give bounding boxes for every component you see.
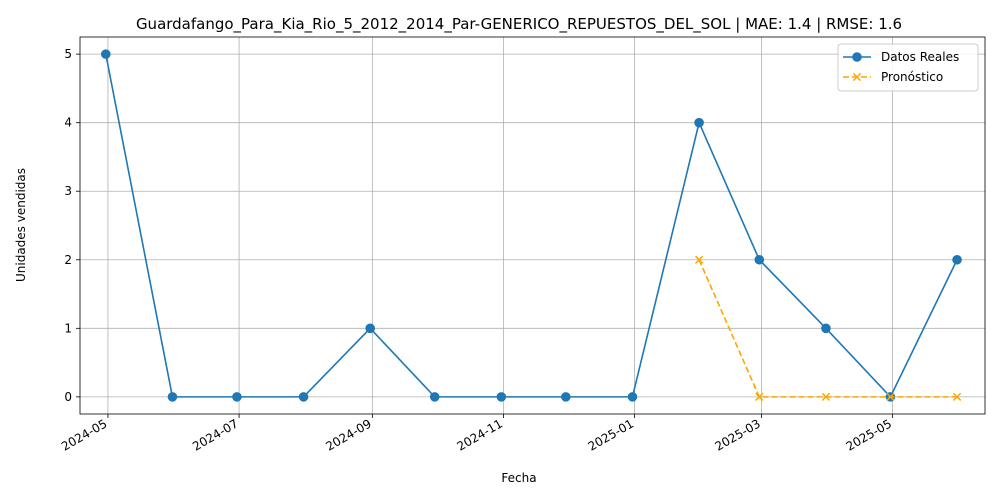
data-point bbox=[232, 392, 242, 402]
forecast-point bbox=[886, 392, 895, 401]
data-point bbox=[167, 392, 178, 402]
y-tick-label: 5 bbox=[64, 47, 72, 61]
chart-title: Guardafango_Para_Kia_Rio_5_2012_2014_Par… bbox=[136, 15, 902, 34]
forecast-point bbox=[952, 392, 962, 401]
legend-label: Pronóstico bbox=[881, 70, 943, 84]
y-axis-label: Unidades vendidas bbox=[14, 168, 28, 282]
series-datos-reales bbox=[100, 49, 962, 402]
legend-marker bbox=[852, 52, 862, 62]
data-point bbox=[496, 392, 507, 402]
forecast-point bbox=[821, 392, 831, 401]
legend-marker bbox=[852, 72, 862, 82]
data-point bbox=[754, 254, 765, 265]
forecast-point bbox=[694, 255, 704, 264]
x-axis-label: Fecha bbox=[501, 471, 536, 485]
data-point bbox=[429, 392, 440, 402]
data-point bbox=[365, 323, 376, 334]
y-tick-label: 4 bbox=[64, 116, 72, 130]
data-point bbox=[100, 49, 111, 59]
data-point bbox=[561, 392, 571, 402]
legend-item: Datos Reales bbox=[843, 50, 959, 64]
data-point bbox=[298, 392, 309, 402]
legend-item: Pronóstico bbox=[843, 70, 943, 84]
series-pronostico bbox=[694, 255, 962, 401]
legend: Datos Reales Pronóstico bbox=[837, 43, 979, 92]
data-point bbox=[627, 392, 638, 402]
forecast-point bbox=[755, 392, 764, 401]
y-tick-label: 1 bbox=[64, 321, 72, 335]
data-point bbox=[821, 323, 831, 334]
grid-lines bbox=[80, 37, 985, 414]
data-point bbox=[952, 254, 962, 265]
y-tick-label: 0 bbox=[64, 390, 72, 404]
data-point bbox=[694, 117, 704, 128]
legend-box bbox=[837, 43, 979, 92]
series-layer bbox=[100, 49, 962, 402]
legend-label: Datos Reales bbox=[881, 50, 959, 64]
series-line bbox=[105, 53, 958, 399]
plot-area-frame bbox=[79, 36, 986, 415]
y-tick-label: 3 bbox=[64, 184, 72, 198]
y-tick-label: 2 bbox=[64, 253, 72, 267]
